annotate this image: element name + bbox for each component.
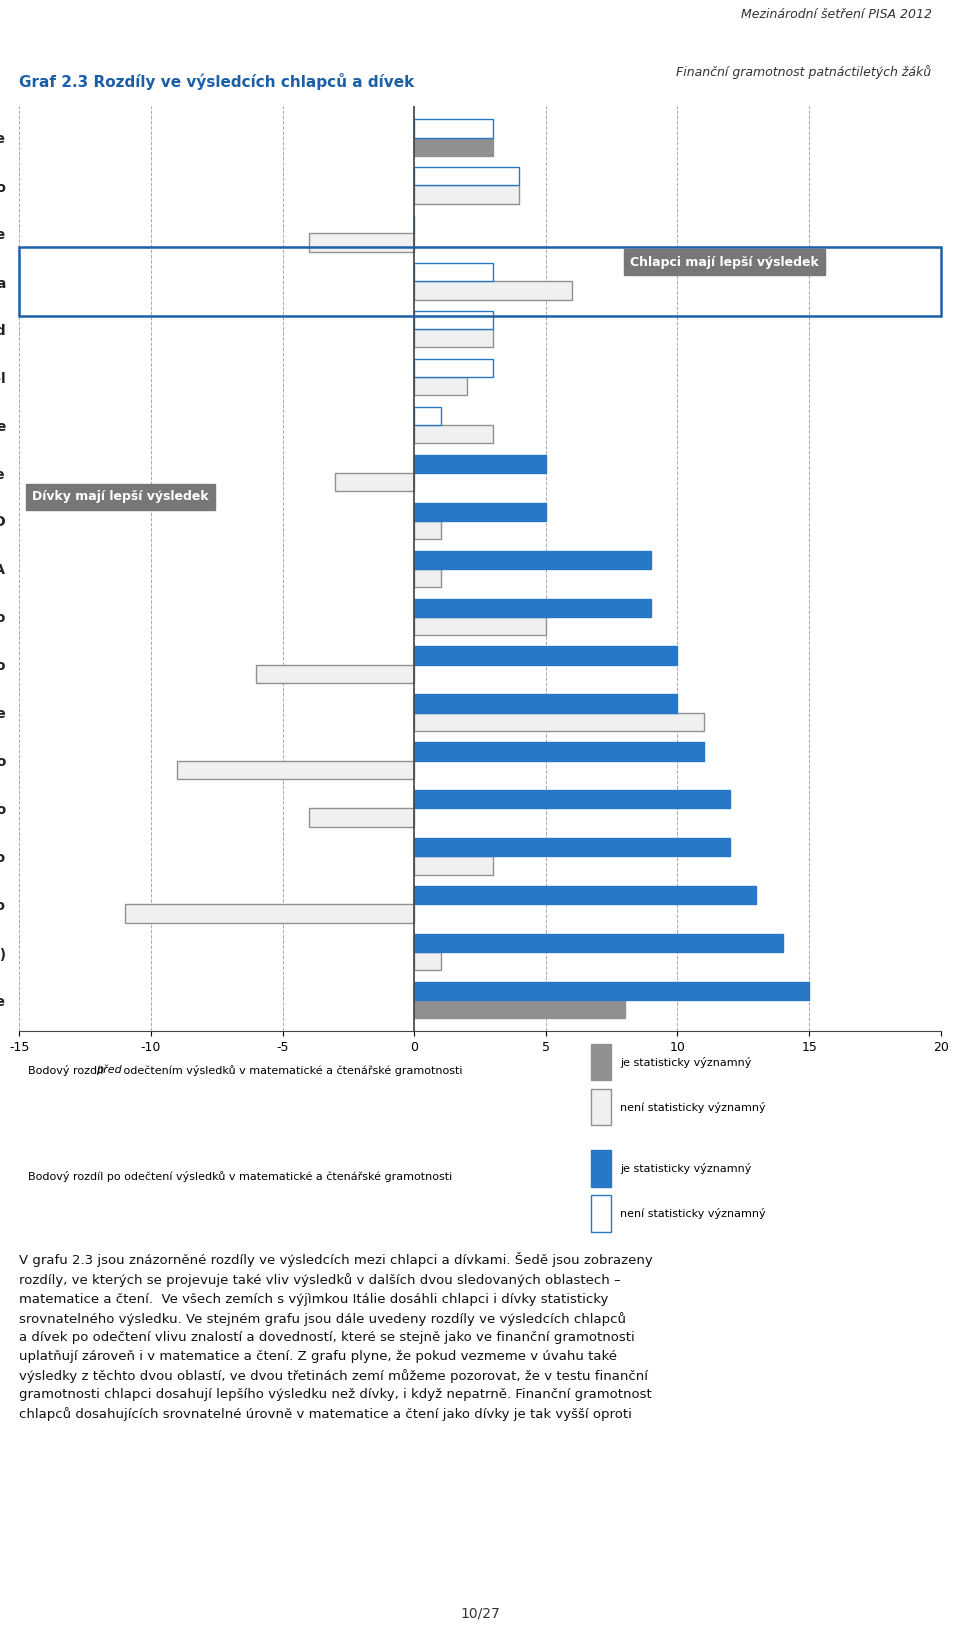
Bar: [414, 377, 467, 396]
Bar: [125, 904, 414, 923]
Bar: [414, 935, 782, 953]
FancyBboxPatch shape: [590, 1044, 611, 1080]
Bar: [414, 791, 731, 809]
Text: V grafu 2.3 jsou znázorněné rozdíly ve výsledcích mezi chlapci a dívkami. Šedě j: V grafu 2.3 jsou znázorněné rozdíly ve v…: [19, 1252, 653, 1421]
Bar: [414, 1000, 625, 1018]
Bar: [414, 167, 519, 185]
Bar: [309, 234, 414, 252]
Bar: [414, 568, 441, 588]
Bar: [414, 408, 441, 426]
Text: 10/27: 10/27: [460, 1606, 500, 1621]
Text: Graf 2.3 Rozdíly ve výsledcích chlapců a dívek: Graf 2.3 Rozdíly ve výsledcích chlapců a…: [19, 74, 415, 90]
Text: je statisticky významný: je statisticky významný: [620, 1056, 752, 1067]
Text: před: před: [96, 1066, 122, 1076]
Bar: [414, 264, 493, 282]
Bar: [414, 647, 678, 665]
Bar: [414, 329, 493, 347]
FancyBboxPatch shape: [590, 1149, 611, 1187]
Bar: [256, 665, 414, 683]
Text: Bodový rozdíl: Bodový rozdíl: [29, 1064, 108, 1076]
Text: není statisticky významný: není statisticky významný: [620, 1102, 766, 1113]
Bar: [414, 617, 546, 635]
Text: je statisticky významný: je statisticky významný: [620, 1162, 752, 1174]
Bar: [414, 856, 493, 874]
Bar: [414, 982, 809, 1000]
Bar: [414, 953, 441, 971]
Bar: [414, 359, 493, 377]
Bar: [414, 712, 704, 730]
Bar: [414, 742, 704, 761]
Bar: [414, 599, 651, 617]
Bar: [414, 694, 678, 712]
Text: odečtením výsledků v matematické a čtenářské gramotnosti: odečtením výsledků v matematické a čtená…: [120, 1064, 462, 1076]
Text: není statisticky významný: není statisticky významný: [620, 1208, 766, 1220]
Bar: [178, 761, 414, 779]
FancyBboxPatch shape: [590, 1195, 611, 1231]
Bar: [414, 455, 546, 473]
Text: Dívky mají lepší výsledek: Dívky mají lepší výsledek: [33, 491, 209, 504]
Bar: [414, 521, 441, 539]
Bar: [414, 282, 572, 300]
Text: Mezinárodní šetření PISA 2012: Mezinárodní šetření PISA 2012: [740, 8, 931, 21]
Bar: [335, 473, 414, 491]
Bar: [414, 426, 493, 444]
Text: Finanční gramotnost patnáctiletých žáků: Finanční gramotnost patnáctiletých žáků: [677, 65, 931, 80]
Bar: [414, 838, 731, 856]
Bar: [414, 503, 546, 521]
Bar: [414, 311, 493, 329]
Bar: [414, 886, 756, 904]
Bar: [414, 550, 651, 570]
Bar: [414, 138, 493, 156]
Text: Bodový rozdíl po odečtení výsledků v matematické a čtenářské gramotnosti: Bodový rozdíl po odečtení výsledků v mat…: [29, 1170, 453, 1182]
Bar: [414, 185, 519, 203]
Text: Chlapci mají lepší výsledek: Chlapci mají lepší výsledek: [630, 255, 819, 268]
FancyBboxPatch shape: [590, 1089, 611, 1126]
Bar: [309, 809, 414, 827]
Bar: [414, 120, 493, 138]
